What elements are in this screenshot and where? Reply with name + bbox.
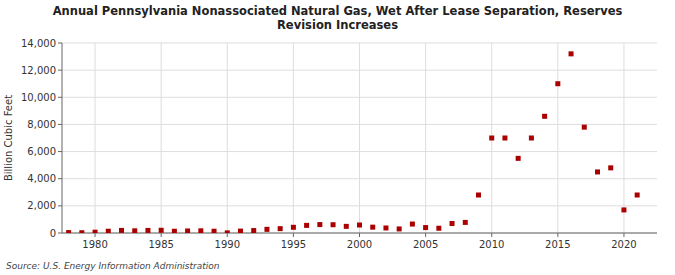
point [516, 156, 521, 161]
point [119, 228, 124, 233]
x-tick-label: 1985 [148, 239, 173, 250]
grid-line-x [95, 43, 96, 233]
point [423, 225, 428, 230]
point [450, 221, 455, 226]
x-tick-label: 2010 [479, 239, 504, 250]
grid-line-x [161, 43, 162, 233]
x-tick [491, 233, 492, 237]
point [635, 193, 640, 198]
point [132, 228, 137, 233]
point [66, 230, 71, 233]
x-tick [95, 233, 96, 237]
point [410, 222, 415, 227]
point [79, 230, 84, 233]
point [185, 228, 190, 233]
point [291, 225, 296, 230]
point [278, 226, 283, 231]
y-tick [58, 233, 62, 234]
y-tick-label: 10,000 [21, 92, 56, 103]
grid-line-x [425, 43, 426, 233]
point [317, 222, 322, 227]
x-tick-label: 2000 [347, 239, 372, 250]
x-tick [227, 233, 228, 237]
points [66, 51, 640, 233]
point [172, 229, 177, 233]
title-line: Annual Pennsylvania Nonassociated Natura… [53, 4, 623, 18]
point [304, 223, 309, 228]
title-line: Revision Increases [277, 18, 398, 32]
x-tick [359, 233, 360, 237]
point [264, 227, 269, 232]
point [542, 114, 547, 119]
source: Source: U.S. Energy Information Administ… [6, 261, 220, 271]
point [463, 220, 468, 225]
y-tick-label: 4,000 [27, 173, 56, 184]
point [397, 226, 402, 231]
y-tick [58, 205, 62, 206]
point [145, 228, 150, 233]
x-tick-label: 2020 [611, 239, 636, 250]
point [106, 229, 111, 233]
point [582, 125, 587, 130]
y-tick-label: 2,000 [27, 200, 56, 211]
point [93, 230, 98, 233]
point [238, 229, 243, 233]
point [251, 228, 256, 233]
x-tick [623, 233, 624, 237]
y-tick [58, 178, 62, 179]
point [608, 165, 613, 170]
point [489, 136, 494, 141]
y-axis-line [62, 43, 63, 233]
axes: 1980 1985 1990 1995 2000 2005 2010 2015 2020 0 2,0… [21, 38, 657, 251]
point [370, 225, 375, 230]
point [357, 222, 362, 227]
y-tick-label: 12,000 [21, 65, 56, 76]
grid [62, 43, 657, 233]
point [555, 81, 560, 86]
y-tick [58, 70, 62, 71]
point [621, 207, 626, 212]
x-tick-label: 1980 [82, 239, 107, 250]
y-tick [58, 151, 62, 152]
grid-line-x [359, 43, 360, 233]
grid-line-x [227, 43, 228, 233]
point [595, 169, 600, 174]
y-tick-label: 6,000 [27, 146, 56, 157]
grid-line-x [623, 43, 624, 233]
chart-container: Annual Pennsylvania Nonassociated Natura… [0, 0, 675, 275]
chart-svg: Annual Pennsylvania Nonassociated Natura… [0, 0, 675, 275]
x-tick-label: 1990 [215, 239, 240, 250]
grid-line-x [557, 43, 558, 233]
title: Annual Pennsylvania Nonassociated Natura… [53, 4, 623, 32]
x-tick-label: 2005 [413, 239, 438, 250]
point [198, 228, 203, 233]
point [331, 222, 336, 227]
x-tick-label: 1995 [281, 239, 306, 250]
x-tick [161, 233, 162, 237]
point [159, 228, 164, 233]
point [225, 230, 230, 233]
y-tick [58, 124, 62, 125]
grid-line-x [293, 43, 294, 233]
point [212, 229, 217, 233]
y-axis-label: Billion Cubic Feet [3, 95, 14, 181]
point [436, 226, 441, 231]
x-tick [557, 233, 558, 237]
y-tick-label: 8,000 [27, 119, 56, 130]
point [502, 136, 507, 141]
point [476, 193, 481, 198]
y-tick-label: 14,000 [21, 38, 56, 49]
y-tick [58, 43, 62, 44]
x-tick-label: 2015 [545, 239, 570, 250]
point [529, 136, 534, 141]
point [569, 51, 574, 56]
y-tick [58, 97, 62, 98]
y-tick-label: 0 [50, 228, 56, 239]
x-tick [425, 233, 426, 237]
point [383, 225, 388, 230]
x-tick [293, 233, 294, 237]
point [344, 224, 349, 229]
